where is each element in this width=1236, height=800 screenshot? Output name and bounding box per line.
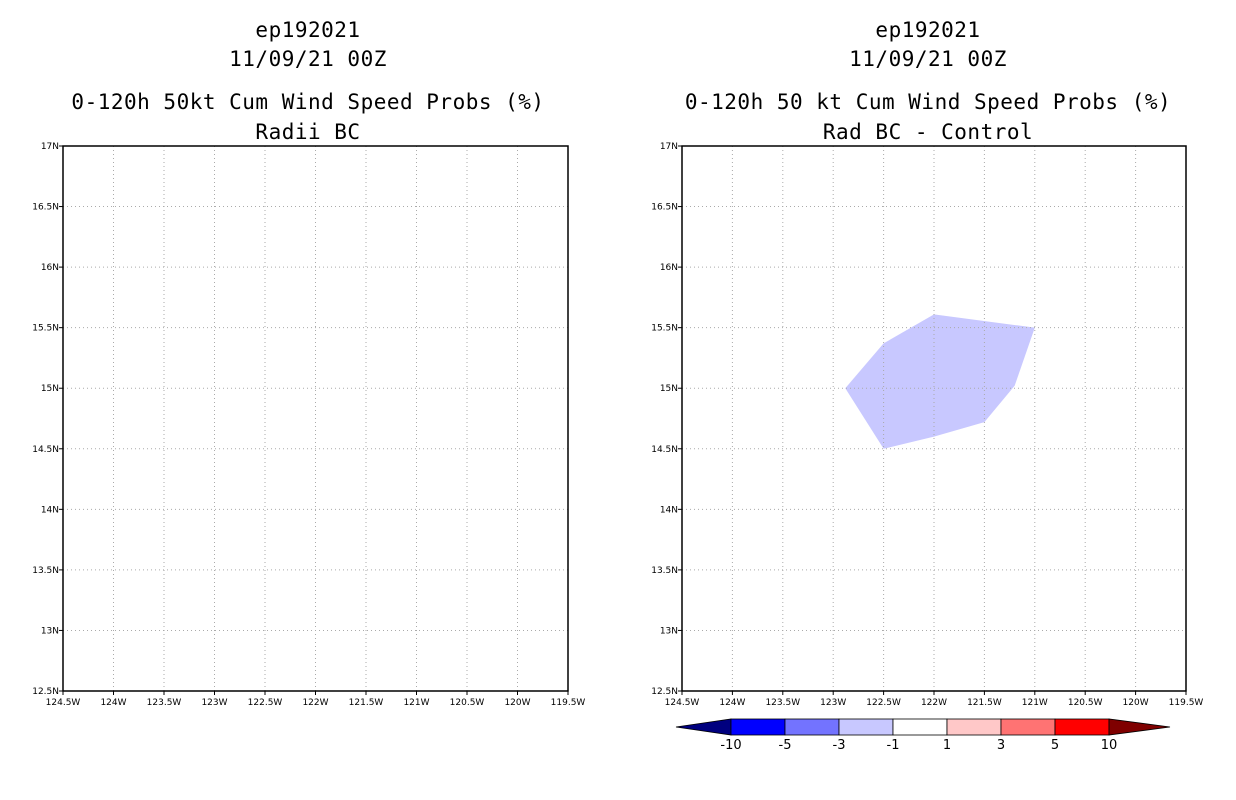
colorbar-label: -5 bbox=[779, 738, 792, 753]
right-lon-tick-label: 123W bbox=[820, 698, 846, 708]
left-title-subtitle: Radii BC bbox=[255, 120, 361, 144]
right-title-storm-id: ep192021 bbox=[875, 18, 981, 42]
right-lon-tick-label: 122.5W bbox=[866, 698, 901, 708]
right-lon-tick-label: 121.5W bbox=[967, 698, 1002, 708]
right-lat-tick-label: 15N bbox=[660, 384, 678, 394]
left-lon-tick-label: 124W bbox=[100, 698, 126, 708]
left-lat-tick-label: 16N bbox=[41, 263, 59, 273]
right-lat-tick-label: 14N bbox=[660, 505, 678, 515]
left-title-storm-id: ep192021 bbox=[255, 18, 361, 42]
colorbar-label: -1 bbox=[887, 738, 900, 753]
right-lat-tick-label: 17N bbox=[660, 142, 678, 152]
right-lon-tick-label: 120.5W bbox=[1068, 698, 1103, 708]
colorbar-segment bbox=[730, 718, 786, 736]
colorbar-segment bbox=[1000, 718, 1056, 736]
left-lat-tick-label: 12.5N bbox=[32, 687, 59, 697]
right-lon-tick-label: 123.5W bbox=[765, 698, 800, 708]
right-lat-tick-label: 16.5N bbox=[651, 203, 678, 213]
colorbar-label: 10 bbox=[1101, 738, 1118, 753]
left-lon-tick-label: 120.5W bbox=[450, 698, 485, 708]
left-lon-tick-label: 119.5W bbox=[551, 698, 586, 708]
left-lon-tick-label: 123W bbox=[201, 698, 227, 708]
colorbar-segment bbox=[1054, 718, 1110, 736]
right-shaded-probability-region bbox=[845, 314, 1035, 449]
colorbar-label: 1 bbox=[943, 738, 951, 753]
right-lat-tick-label: 16N bbox=[660, 263, 678, 273]
colorbar-left-arrow bbox=[675, 718, 732, 736]
left-lat-tick-label: 13.5N bbox=[32, 566, 59, 576]
right-lat-tick-label: 12.5N bbox=[651, 687, 678, 697]
right-lat-tick-label: 14.5N bbox=[651, 445, 678, 455]
colorbar-segment bbox=[784, 718, 840, 736]
left-lon-tick-label: 122W bbox=[302, 698, 328, 708]
right-lon-tick-label: 124W bbox=[719, 698, 745, 708]
right-lon-tick-label: 121W bbox=[1022, 698, 1048, 708]
right-title-subtitle: Rad BC - Control bbox=[822, 120, 1034, 144]
colorbar-segment bbox=[892, 718, 948, 736]
right-map-panel: 124.5W 124W 123.5W 123W 122.5W 122W 121.5W 121W… bbox=[651, 142, 1203, 708]
colorbar-label: -10 bbox=[720, 738, 741, 753]
colorbar-label: -3 bbox=[833, 738, 846, 753]
colorbar-right-arrow bbox=[1108, 718, 1171, 736]
right-lon-tick-label: 120W bbox=[1123, 698, 1149, 708]
right-title-product: 0-120h 50 kt Cum Wind Speed Probs (%) bbox=[684, 90, 1172, 114]
left-lon-tick-label: 121W bbox=[403, 698, 429, 708]
colorbar-segment bbox=[838, 718, 894, 736]
left-map-panel: 124.5W 124W 123.5W 123W 122.5W 122W 121.5W 121W… bbox=[32, 142, 585, 708]
colorbar-label: 5 bbox=[1051, 738, 1059, 753]
left-lon-tick-label: 122.5W bbox=[248, 698, 283, 708]
left-lon-tick-label: 124.5W bbox=[46, 698, 81, 708]
left-title-date: 11/09/21 00Z bbox=[229, 47, 387, 71]
right-lat-tick-label: 13N bbox=[660, 626, 678, 636]
left-lon-tick-label: 121.5W bbox=[349, 698, 384, 708]
left-lat-tick-label: 14N bbox=[41, 505, 59, 515]
left-lat-tick-label: 15N bbox=[41, 384, 59, 394]
right-lon-tick-label: 124.5W bbox=[665, 698, 700, 708]
left-lon-tick-label: 120W bbox=[504, 698, 530, 708]
left-lat-tick-label: 14.5N bbox=[32, 445, 59, 455]
right-lon-tick-label: 119.5W bbox=[1169, 698, 1204, 708]
left-lat-tick-label: 13N bbox=[41, 626, 59, 636]
left-lat-tick-label: 16.5N bbox=[32, 203, 59, 213]
right-lat-tick-label: 15.5N bbox=[651, 324, 678, 334]
colorbar-segment bbox=[946, 718, 1002, 736]
left-title-product: 0-120h 50kt Cum Wind Speed Probs (%) bbox=[71, 90, 545, 114]
right-title-date: 11/09/21 00Z bbox=[849, 47, 1007, 71]
left-lon-tick-label: 123.5W bbox=[147, 698, 182, 708]
left-lat-tick-label: 17N bbox=[41, 142, 59, 152]
left-lat-tick-label: 15.5N bbox=[32, 324, 59, 334]
colorbar: -10 -5 -3 -1 1 3 5 10 bbox=[675, 718, 1171, 753]
right-lat-tick-label: 13.5N bbox=[651, 566, 678, 576]
colorbar-label: 3 bbox=[997, 738, 1005, 753]
right-lon-tick-label: 122W bbox=[921, 698, 947, 708]
